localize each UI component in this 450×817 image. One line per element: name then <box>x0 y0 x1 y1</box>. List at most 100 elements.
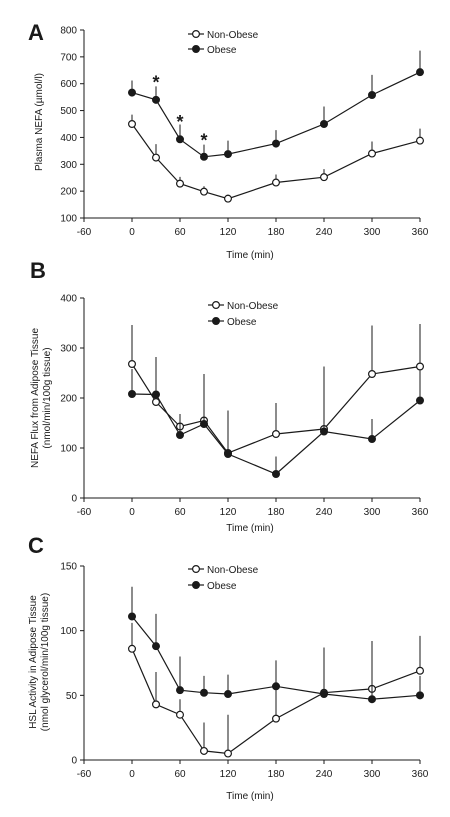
panel-a: A Plasma NEFA (µmol/l) Time (min) Non-Ob… <box>28 20 429 261</box>
data-point-obese <box>272 682 281 691</box>
legend-label-obese: Obese <box>207 581 237 592</box>
x-tick-label: 360 <box>412 769 429 780</box>
data-point-non-obese <box>368 149 377 158</box>
legend-label-non-obese: Non-Obese <box>227 301 279 312</box>
data-point-non-obese <box>200 187 209 196</box>
data-point-obese <box>128 612 137 621</box>
y-tick-label: 100 <box>60 626 77 637</box>
x-tick-label: 60 <box>174 507 186 518</box>
legend-item-obese: Obese <box>188 580 237 592</box>
legend-c: Non-Obese Obese <box>188 564 259 592</box>
data-point-non-obese <box>224 749 233 758</box>
y-tick-label: 100 <box>60 214 77 225</box>
data-point-obese <box>152 642 161 651</box>
y-axis-subtitle-c: (nmol glycerol/min/100g tissue) <box>40 593 51 731</box>
data-point-obese <box>200 152 209 161</box>
y-axis-title-b: NEFA Flux from Adipose Tissue <box>30 328 41 468</box>
data-point-non-obese <box>272 714 281 723</box>
legend-marker-non-obese <box>212 301 221 310</box>
legend-b: Non-Obese Obese <box>208 301 279 328</box>
data-point-non-obese <box>128 360 137 369</box>
x-tick-label: 240 <box>316 507 333 518</box>
y-tick-label: 500 <box>60 106 77 117</box>
legend-a: Non-Obese Obese <box>188 30 259 56</box>
legend-label-obese: Obese <box>207 45 237 56</box>
data-point-obese <box>368 695 377 704</box>
data-point-obese <box>176 431 185 440</box>
data-point-obese <box>224 450 233 459</box>
x-axis-title-a: Time (min) <box>226 250 273 261</box>
legend-item-obese: Obese <box>188 44 237 56</box>
y-axis-subtitle-b: (nmol/min/100g tissue) <box>42 347 53 448</box>
x-tick-label: 0 <box>129 507 135 518</box>
data-point-obese <box>224 150 233 159</box>
x-tick-label: -60 <box>77 769 92 780</box>
legend-marker-non-obese <box>192 564 201 573</box>
data-point-non-obese <box>416 136 425 145</box>
x-tick-label: 240 <box>316 769 333 780</box>
y-tick-label: 200 <box>60 394 77 405</box>
data-point-non-obese <box>272 178 281 187</box>
significance-asterisk: * <box>200 131 207 151</box>
significance-asterisk: * <box>176 112 183 132</box>
x-tick-label: 180 <box>268 507 285 518</box>
panel-c: C HSL Activity in Adipose Tissue (nmol g… <box>28 533 429 802</box>
data-point-obese <box>224 690 233 699</box>
y-tick-label: 50 <box>66 691 78 702</box>
panel-b: B NEFA Flux from Adipose Tissue (nmol/mi… <box>30 258 429 534</box>
data-point-obese <box>416 68 425 77</box>
x-tick-label: 60 <box>174 769 186 780</box>
y-tick-label: 400 <box>60 294 77 305</box>
data-point-obese <box>368 435 377 444</box>
legend-marker-obese <box>212 317 221 326</box>
data-point-obese <box>272 470 281 479</box>
data-point-non-obese <box>176 179 185 188</box>
data-point-obese <box>320 690 329 699</box>
legend-item-non-obese: Non-Obese <box>188 564 259 576</box>
data-point-obese <box>152 390 161 399</box>
data-point-obese <box>128 88 137 97</box>
data-point-non-obese <box>152 398 161 407</box>
data-point-obese <box>416 396 425 405</box>
data-point-obese <box>152 95 161 104</box>
panel-letter-b: B <box>30 258 46 283</box>
x-tick-label: 0 <box>129 227 135 238</box>
y-tick-label: 100 <box>60 444 77 455</box>
data-point-non-obese <box>368 370 377 379</box>
data-point-non-obese <box>224 194 233 203</box>
data-point-obese <box>320 427 329 436</box>
data-point-non-obese <box>128 644 137 653</box>
y-tick-label: 0 <box>71 494 77 505</box>
panel-letter-c: C <box>28 533 44 558</box>
data-point-obese <box>416 691 425 700</box>
x-tick-label: 120 <box>220 227 237 238</box>
y-tick-label: 800 <box>60 26 77 37</box>
x-tick-label: 240 <box>316 227 333 238</box>
x-tick-label: -60 <box>77 507 92 518</box>
legend-item-non-obese: Non-Obese <box>208 301 279 312</box>
data-point-non-obese <box>272 430 281 439</box>
data-point-obese <box>200 420 209 429</box>
data-point-non-obese <box>416 666 425 675</box>
data-point-non-obese <box>152 153 161 162</box>
y-tick-label: 700 <box>60 52 77 63</box>
legend-label-non-obese: Non-Obese <box>207 30 259 41</box>
data-point-obese <box>128 390 137 399</box>
data-point-obese <box>368 90 377 99</box>
x-tick-label: 120 <box>220 507 237 518</box>
x-tick-label: 0 <box>129 769 135 780</box>
x-tick-label: 360 <box>412 507 429 518</box>
x-tick-label: 300 <box>364 227 381 238</box>
x-tick-label: 300 <box>364 769 381 780</box>
y-tick-label: 0 <box>71 756 77 767</box>
legend-marker-obese <box>192 44 201 53</box>
data-point-non-obese <box>176 710 185 719</box>
legend-label-obese: Obese <box>227 317 257 328</box>
data-point-obese <box>176 686 185 695</box>
legend-marker-obese <box>192 580 201 589</box>
y-tick-label: 300 <box>60 160 77 171</box>
x-axis-title-b: Time (min) <box>226 523 273 534</box>
x-tick-label: 120 <box>220 769 237 780</box>
legend-item-non-obese: Non-Obese <box>188 30 259 41</box>
